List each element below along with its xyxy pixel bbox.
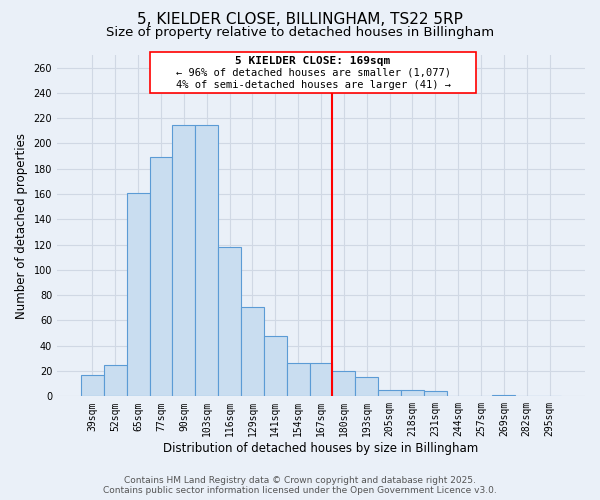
Bar [127,193,149,396]
Text: ← 96% of detached houses are smaller (1,077): ← 96% of detached houses are smaller (1,… [176,68,451,78]
Bar [149,158,172,396]
Text: 4% of semi-detached houses are larger (41) →: 4% of semi-detached houses are larger (4… [176,80,451,90]
Text: Contains HM Land Registry data © Crown copyright and database right 2025.: Contains HM Land Registry data © Crown c… [124,476,476,485]
Bar [104,364,127,396]
Bar [493,395,515,396]
Bar [310,364,332,396]
X-axis label: Distribution of detached houses by size in Billingham: Distribution of detached houses by size … [163,442,479,455]
Text: Size of property relative to detached houses in Billingham: Size of property relative to detached ho… [106,26,494,39]
Text: 5, KIELDER CLOSE, BILLINGHAM, TS22 5RP: 5, KIELDER CLOSE, BILLINGHAM, TS22 5RP [137,12,463,28]
Bar [378,390,401,396]
Bar [332,371,355,396]
Bar [401,390,424,396]
Bar [287,364,310,396]
Y-axis label: Number of detached properties: Number of detached properties [15,132,28,318]
Bar [81,375,104,396]
Bar [218,247,241,396]
Bar [424,392,447,396]
Bar [355,378,378,396]
Bar [196,124,218,396]
Bar [172,124,196,396]
Bar [264,336,287,396]
Text: Contains public sector information licensed under the Open Government Licence v3: Contains public sector information licen… [103,486,497,495]
Bar [241,306,264,396]
Text: 5 KIELDER CLOSE: 169sqm: 5 KIELDER CLOSE: 169sqm [235,56,391,66]
